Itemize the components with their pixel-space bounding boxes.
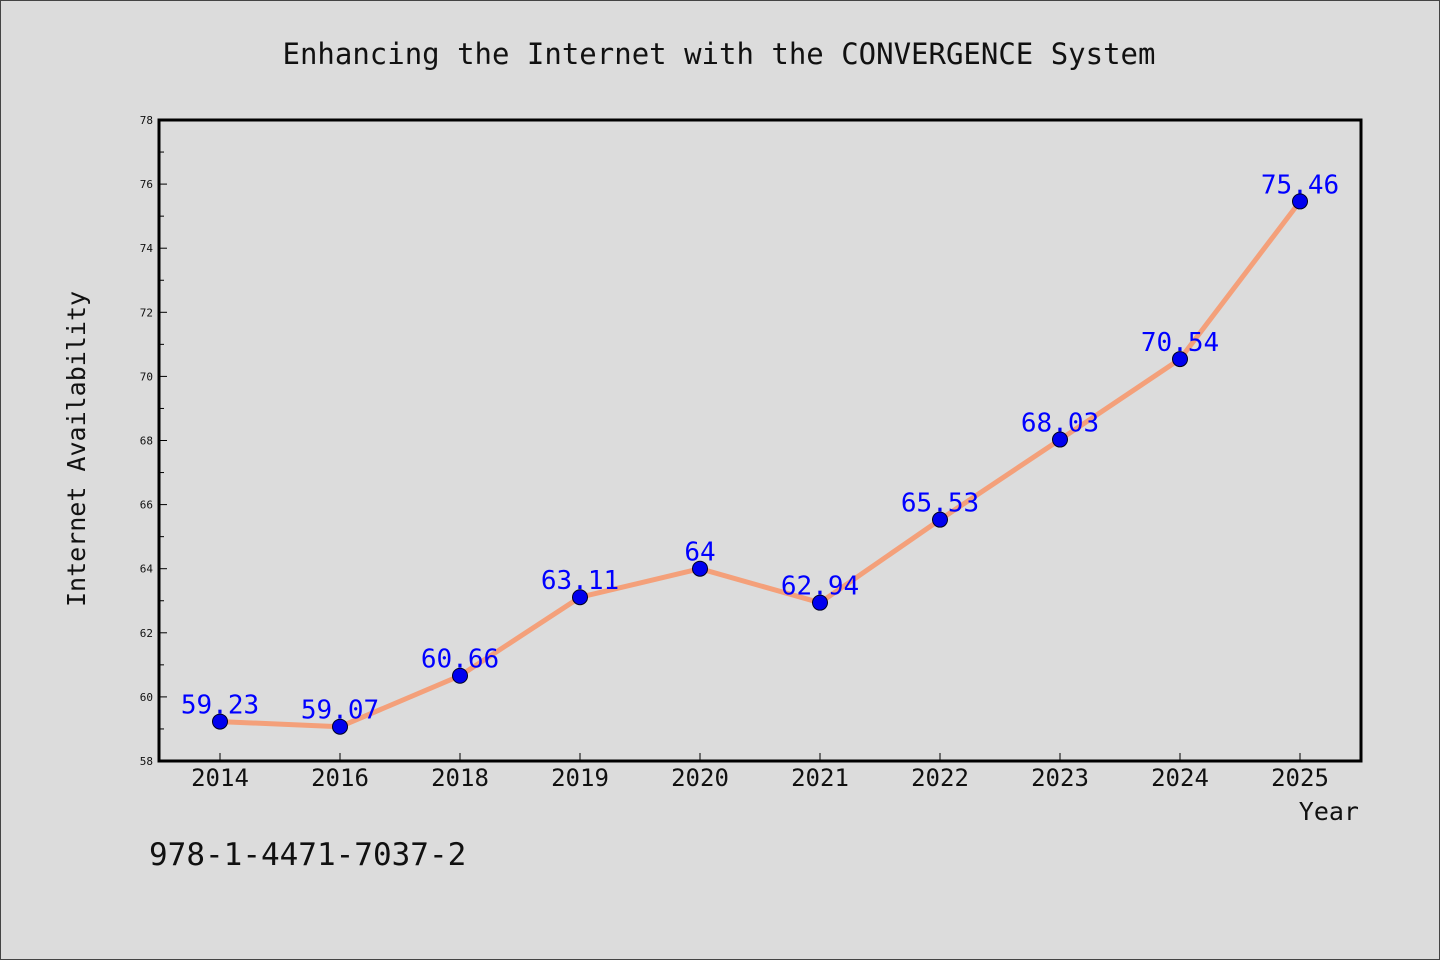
y-tick-label: 58 bbox=[140, 755, 153, 768]
x-tick-label: 2018 bbox=[431, 764, 489, 792]
data-label: 65.53 bbox=[901, 489, 979, 519]
data-label: 62.94 bbox=[781, 572, 859, 602]
axis-ticks: 58 60 62 64 66 68 70 72 74 76 78 2014 2016 2018 2019 20… bbox=[140, 114, 1329, 792]
y-tick-label: 74 bbox=[140, 242, 154, 255]
data-label: 60.66 bbox=[421, 645, 499, 675]
data-label: 75.46 bbox=[1261, 170, 1339, 200]
x-axis-label: Year bbox=[1299, 797, 1359, 826]
data-point bbox=[1292, 193, 1308, 210]
x-tick-label: 2025 bbox=[1271, 764, 1329, 792]
y-tick-label: 70 bbox=[140, 370, 153, 383]
x-tick-label: 2016 bbox=[311, 764, 369, 792]
chart-title: Enhancing the Internet with the CONVERGE… bbox=[283, 37, 1156, 71]
data-label: 64 bbox=[684, 538, 715, 568]
data-point bbox=[812, 594, 828, 611]
x-tick-label: 2024 bbox=[1151, 764, 1209, 792]
x-tick-label: 2014 bbox=[191, 764, 249, 792]
data-point bbox=[932, 511, 948, 528]
y-tick-label: 78 bbox=[140, 114, 153, 127]
x-tick-label: 2023 bbox=[1031, 764, 1089, 792]
x-tick-label: 2019 bbox=[551, 764, 609, 792]
x-tick-label: 2021 bbox=[791, 764, 849, 792]
y-tick-label: 60 bbox=[140, 691, 153, 704]
data-point bbox=[692, 560, 708, 577]
y-tick-label: 64 bbox=[140, 563, 154, 576]
x-tick-label: 2022 bbox=[911, 764, 969, 792]
data-label: 63.11 bbox=[541, 566, 619, 596]
series-line bbox=[217, 198, 1303, 730]
data-label: 68.03 bbox=[1021, 409, 1099, 439]
y-tick-label: 66 bbox=[140, 499, 153, 512]
y-tick-label: 68 bbox=[140, 435, 153, 448]
data-point bbox=[572, 589, 588, 606]
data-point bbox=[332, 718, 348, 735]
plot-area-frame bbox=[157, 118, 1363, 763]
data-point bbox=[212, 713, 228, 730]
y-tick-label: 62 bbox=[140, 627, 153, 640]
series-1 bbox=[212, 193, 1308, 735]
data-point bbox=[1052, 431, 1068, 448]
x-tick-label: 2020 bbox=[671, 764, 729, 792]
isbn-footnote: 978-1-4471-7037-2 bbox=[149, 837, 466, 873]
data-label: 59.07 bbox=[301, 696, 379, 726]
data-label: 70.54 bbox=[1141, 328, 1219, 358]
data-point bbox=[452, 667, 468, 684]
y-tick-label: 76 bbox=[140, 178, 153, 191]
data-labels: 59.23 59.07 60.66 63.11 64 62.94 65.53 68.03 70.… bbox=[181, 170, 1339, 725]
data-label: 59.23 bbox=[181, 691, 259, 721]
y-tick-label: 72 bbox=[140, 306, 153, 319]
y-axis-label: Internet Availability bbox=[62, 291, 91, 607]
data-point bbox=[1172, 351, 1188, 368]
